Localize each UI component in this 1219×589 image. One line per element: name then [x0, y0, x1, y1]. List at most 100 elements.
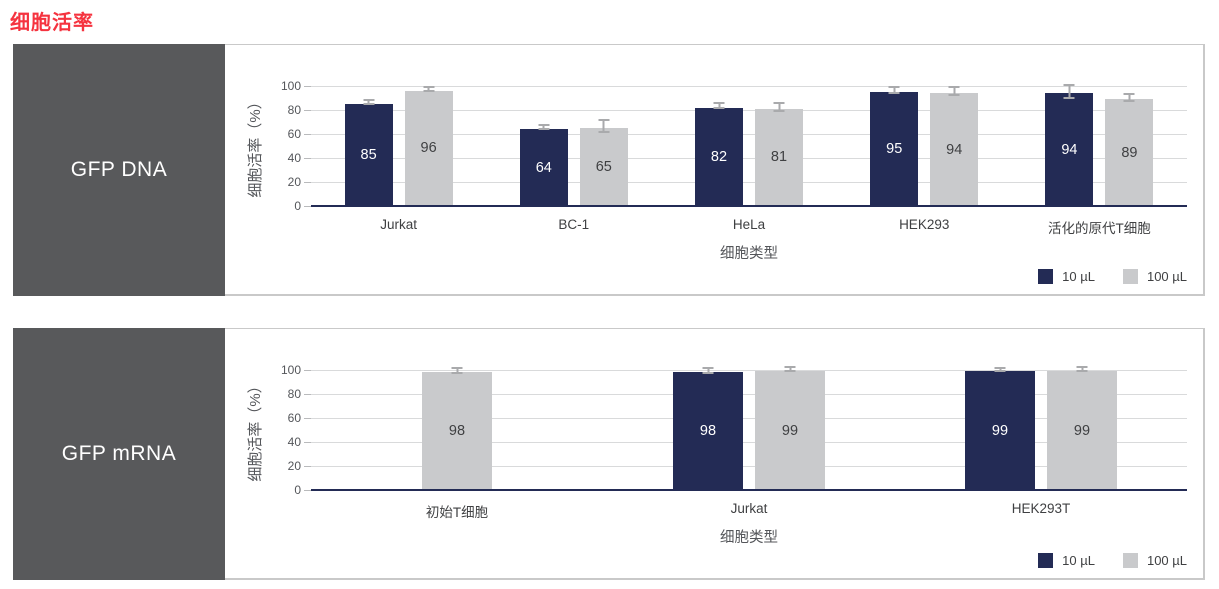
gridline: [311, 441, 1187, 443]
y-tick-label: 60: [287, 127, 301, 141]
y-tick-label: 100: [280, 79, 301, 93]
error-bar: [713, 101, 725, 110]
x-category-label: HEK293: [899, 217, 950, 232]
error-bar: [888, 86, 900, 94]
legend-item-100ul: 100 µL: [1122, 553, 1187, 568]
y-axis-label: 细胞活率（%）: [247, 378, 264, 482]
y-tick-label: 40: [287, 435, 301, 449]
bar-value-label: 96: [420, 140, 437, 157]
bar-slot: 94: [930, 86, 979, 206]
panel-label-gfp-mrna: GFP mRNA: [13, 328, 225, 580]
bar-group: 98 99: [603, 366, 895, 490]
error-bar: [702, 366, 714, 375]
bar-value-label: 95: [886, 141, 903, 157]
legend: 10 µL 100 µL: [1038, 553, 1187, 568]
x-axis-label: 细胞类型: [720, 530, 778, 546]
plot-area: 0 20 40 60 80 100 85 96 64 65 82 81 95 94 94 89: [281, 79, 1187, 213]
chart-row-gfp-dna: GFP DNA 细胞活率（%） 0 20 40 60 80 100 85 96 64 65 82 81…: [13, 44, 1205, 296]
y-axis-tick: [304, 465, 311, 467]
bar-slot: 99: [965, 366, 1035, 490]
x-axis-label: 细胞类型: [720, 246, 778, 262]
legend-swatch-100ul: [1122, 269, 1138, 284]
x-category-label: Jurkat: [730, 501, 768, 516]
gridline: [311, 133, 1187, 135]
gridline: [311, 465, 1187, 467]
bar: 99: [1047, 371, 1117, 490]
legend-swatch-10ul: [1038, 269, 1054, 284]
bar-value-label: 85: [360, 147, 377, 163]
legend-item-10ul: 10 µL: [1038, 553, 1095, 568]
x-category-label: 初始T细胞: [425, 505, 489, 520]
bar-slot: 99: [1047, 366, 1117, 490]
y-tick-label: 80: [287, 387, 301, 401]
y-tick-label: 20: [287, 459, 301, 473]
y-axis-tick: [304, 441, 311, 443]
legend-label-10ul: 10 µL: [1062, 553, 1095, 568]
legend-label-10ul: 10 µL: [1062, 269, 1095, 284]
bar-group: 95 94: [837, 86, 1012, 206]
gridline: [311, 417, 1187, 419]
x-axis-line: [311, 489, 1187, 491]
bar-slot: 98: [673, 366, 743, 490]
error-bar: [1123, 92, 1135, 102]
x-axis-line: [311, 205, 1187, 207]
y-tick-label: 100: [280, 363, 301, 377]
error-bar: [451, 367, 463, 374]
error-bar: [773, 101, 785, 112]
gridline: [311, 109, 1187, 111]
bar-slot: 94: [1045, 83, 1094, 206]
error-bar: [598, 119, 610, 133]
error-bar: [784, 366, 796, 373]
y-tick-label: 0: [294, 483, 301, 497]
chart-panel-gfp-mrna: 细胞活率（%） 0 20 40 60 80 100 98 98 99 99 99 初始T细胞 Jurk…: [225, 328, 1205, 580]
bar-value-label: 98: [448, 423, 466, 440]
gridline: [311, 181, 1187, 183]
x-category-label: Jurkat: [380, 217, 417, 232]
x-category-labels: 初始T细胞 Jurkat HEK293T: [311, 501, 1187, 521]
bar: 81: [755, 108, 803, 206]
bar: 65: [579, 128, 628, 206]
bar-value-label: 94: [1061, 141, 1078, 158]
y-axis-tick: [304, 393, 311, 395]
bars-container: 98 98 99 99 99: [311, 366, 1187, 490]
gridline: [311, 393, 1187, 395]
bar-value-label: 94: [946, 141, 963, 158]
bar-group: 64 65: [486, 86, 661, 206]
chart-panel-gfp-dna: 细胞活率（%） 0 20 40 60 80 100 85 96 64 65 82 81 95 94 94 89…: [225, 44, 1205, 296]
bar-slot: 99: [755, 366, 825, 490]
y-tick-label: 20: [287, 175, 301, 189]
panel-label-gfp-dna: GFP DNA: [13, 44, 225, 296]
error-bar: [538, 124, 550, 131]
bar-group: 99 99: [895, 366, 1187, 490]
bar-value-label: 65: [595, 159, 612, 175]
y-axis-tick: [304, 417, 311, 419]
bar-value-label: 64: [535, 159, 552, 176]
y-axis-tick: [304, 109, 311, 111]
error-bar: [994, 366, 1006, 372]
bar: 96: [404, 90, 453, 206]
y-axis-tick: [304, 157, 311, 159]
legend-label-100ul: 100 µL: [1146, 553, 1187, 568]
bar-value-label: 99: [781, 422, 799, 439]
bar: 98: [422, 372, 492, 490]
y-axis-tick: [304, 369, 311, 371]
gridline: [311, 157, 1187, 159]
y-axis-tick: [304, 489, 311, 491]
bar-group: 82 81: [661, 86, 836, 206]
bar: 85: [344, 104, 393, 206]
bar-value-label: 99: [991, 422, 1009, 439]
y-tick-label: 80: [287, 103, 301, 117]
error-bar: [363, 98, 375, 106]
bar-slot: 85: [344, 86, 393, 206]
legend: 10 µL 100 µL: [1038, 269, 1187, 284]
legend-swatch-100ul: [1122, 553, 1138, 568]
y-tick-label: 0: [294, 199, 301, 213]
bar: 89: [1105, 99, 1154, 206]
bar: 99: [755, 371, 825, 490]
bar-slot: 98: [422, 367, 492, 490]
y-axis-label: 细胞活率（%）: [247, 94, 264, 198]
bar-group: 85 96: [311, 85, 486, 206]
error-bar: [1063, 83, 1075, 99]
x-category-label: HeLa: [732, 217, 766, 232]
bar: 95: [870, 92, 919, 206]
